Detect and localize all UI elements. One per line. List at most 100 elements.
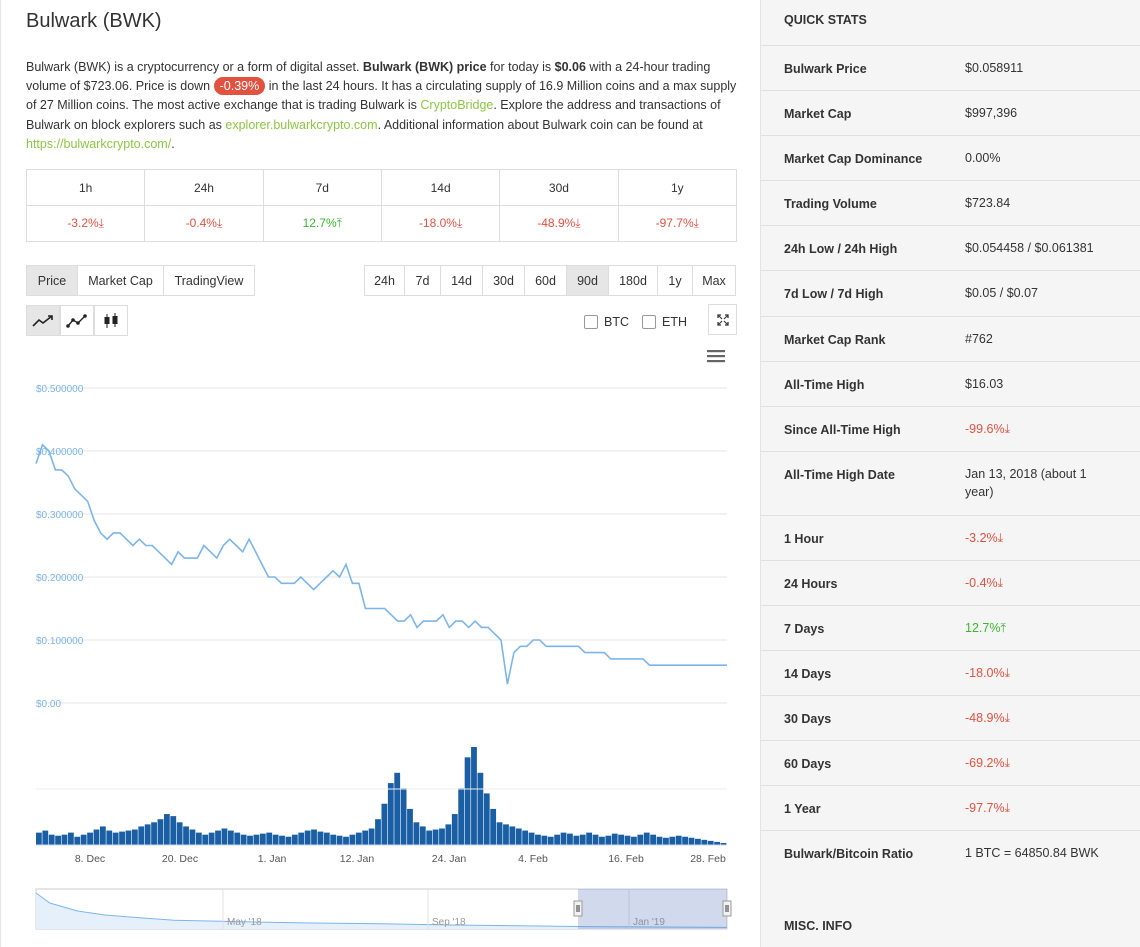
- stat-label: Bulwark Price: [784, 62, 867, 76]
- volume-bar: [176, 822, 183, 845]
- arrow-down-icon: ⤓: [1004, 756, 1011, 770]
- candlestick-icon[interactable]: [94, 305, 128, 336]
- volume-bar: [138, 826, 145, 845]
- arrow-down-icon: ⤓: [1004, 801, 1011, 815]
- explorer-link[interactable]: explorer.bulwarkcrypto.com: [225, 117, 378, 132]
- x-tick-label: 1. Jan: [258, 853, 287, 865]
- stat-label: Bulwark/Bitcoin Ratio: [784, 847, 914, 861]
- arrow-down-icon: ⤓: [1004, 422, 1011, 436]
- range-1y[interactable]: 1y: [657, 265, 693, 296]
- stat-value: Jan 13, 2018 (about 1 year): [965, 465, 1115, 501]
- volume-bar: [80, 834, 87, 845]
- exchange-link[interactable]: CryptoBridge: [420, 98, 494, 113]
- range-7d[interactable]: 7d: [404, 265, 441, 296]
- stat-row: 1 Hour -3.2%⤓: [761, 515, 1140, 560]
- change-header: 1y: [617, 169, 738, 206]
- volume-bar: [106, 830, 113, 845]
- stat-value: -3.2%⤓: [965, 529, 1115, 547]
- compare-btc[interactable]: BTC: [584, 315, 629, 329]
- stat-row: 7 Days 12.7%⤒: [761, 605, 1140, 650]
- volume-bar: [586, 832, 593, 845]
- volume-bar: [336, 835, 343, 845]
- volume-bar: [509, 826, 516, 845]
- volume-bar: [221, 828, 228, 845]
- volume-bar: [522, 830, 529, 845]
- arrow-down-icon: ⤓: [216, 216, 223, 230]
- volume-bar: [208, 832, 215, 845]
- stat-value: 0.00%: [965, 149, 1115, 167]
- navigator-tick-label: May '18: [227, 917, 262, 928]
- volume-bar: [451, 814, 458, 845]
- stat-row: Market Cap Rank #762: [761, 316, 1140, 361]
- range-30d[interactable]: 30d: [482, 265, 525, 296]
- y-tick-label: $0.400000: [36, 447, 84, 458]
- stat-value-text: $0.05 / $0.07: [965, 286, 1038, 300]
- stat-value: $0.054458 / $0.061381: [965, 239, 1115, 257]
- tab-tradingview[interactable]: TradingView: [163, 265, 255, 296]
- stat-row: Trading Volume $723.84: [761, 180, 1140, 225]
- stat-value: #762: [965, 330, 1115, 348]
- stat-label: 7 Days: [784, 622, 825, 636]
- volume-bar: [317, 831, 324, 845]
- checkbox[interactable]: [642, 315, 656, 329]
- stat-value-text: 1 BTC = 64850.84 BWK: [965, 846, 1099, 860]
- range-90d[interactable]: 90d: [566, 265, 609, 296]
- stat-value-text: -18.0%: [965, 666, 1005, 680]
- arrow-down-icon: ⤓: [98, 216, 104, 230]
- volume-bar: [675, 835, 682, 845]
- navigator-handle[interactable]: [573, 900, 583, 917]
- volume-bar: [195, 832, 202, 845]
- change-value: -48.9%⤓: [499, 205, 619, 242]
- volume-bar: [599, 836, 605, 845]
- volume-bar: [445, 824, 452, 845]
- volume-bar: [36, 832, 42, 845]
- stat-value: -0.4%⤓: [965, 574, 1115, 592]
- arrow-down-icon: ⤓: [693, 216, 699, 230]
- stat-value-text: 12.7%: [965, 621, 1001, 635]
- y-tick-label: $0.100000: [36, 636, 84, 647]
- change-value: 12.7%⤒: [262, 205, 382, 242]
- stat-value-text: 0.00%: [965, 151, 1001, 165]
- stat-row: 24h Low / 24h High $0.054458 / $0.061381: [761, 225, 1140, 270]
- compare-eth[interactable]: ETH: [642, 315, 687, 329]
- line-points-icon[interactable]: [60, 305, 94, 336]
- volume-bar: [375, 819, 381, 845]
- volume-bar: [48, 834, 55, 845]
- line-chart-icon[interactable]: [26, 305, 60, 336]
- volume-bar: [368, 828, 375, 845]
- change-header: 30d: [499, 169, 619, 206]
- hamburger-icon[interactable]: [707, 349, 725, 368]
- price-chart[interactable]: $0.500000 $0.400000 $0.300000 $0.200000 $0.1…: [1, 372, 761, 942]
- stat-label: Market Cap: [784, 107, 852, 121]
- stat-label: Market Cap Dominance: [784, 152, 923, 166]
- website-link[interactable]: https://bulwarkcrypto.com/: [26, 136, 172, 151]
- checkbox[interactable]: [584, 315, 598, 329]
- tab-market-cap[interactable]: Market Cap: [77, 265, 164, 296]
- x-tick-label: 4. Feb: [518, 853, 548, 865]
- volume-bar: [183, 826, 189, 845]
- volume-bar: [464, 757, 471, 845]
- volume-bar: [682, 836, 689, 845]
- range-max[interactable]: Max: [692, 265, 736, 296]
- desc-text: . Explore the address and transactions o…: [26, 98, 721, 132]
- quick-stats-sidebar: [760, 0, 1140, 947]
- navigator-tick-label: Jan '19: [633, 917, 665, 928]
- range-14d[interactable]: 14d: [440, 265, 483, 296]
- stat-row: Market Cap Dominance 0.00%: [761, 135, 1140, 180]
- range-180d[interactable]: 180d: [608, 265, 658, 296]
- volume-bar: [439, 828, 445, 845]
- range-24h[interactable]: 24h: [364, 265, 405, 296]
- arrow-down-icon: ⤓: [997, 576, 1004, 590]
- volume-bar: [515, 828, 522, 845]
- volume-bar: [503, 824, 509, 845]
- navigator-handle[interactable]: [722, 900, 732, 917]
- stat-label: 1 Hour: [784, 532, 824, 546]
- range-60d[interactable]: 60d: [524, 265, 567, 296]
- volume-bar: [618, 834, 625, 845]
- stat-label: All-Time High: [784, 378, 865, 392]
- compare-label: ETH: [662, 315, 687, 329]
- tab-price[interactable]: Price: [26, 265, 78, 296]
- volume-bar: [349, 834, 356, 845]
- expand-icon[interactable]: [708, 304, 737, 335]
- volume-bar: [298, 832, 305, 845]
